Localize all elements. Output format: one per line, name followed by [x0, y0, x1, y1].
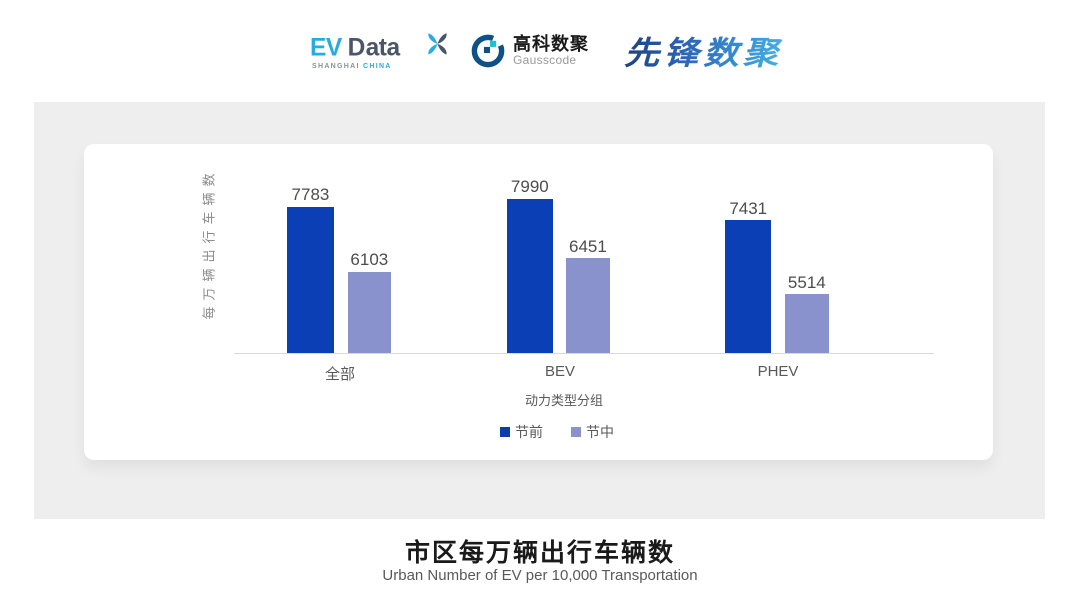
- svg-text:D: D: [348, 34, 365, 61]
- svg-text:ata: ata: [366, 34, 401, 61]
- svg-text:EV: EV: [310, 34, 343, 61]
